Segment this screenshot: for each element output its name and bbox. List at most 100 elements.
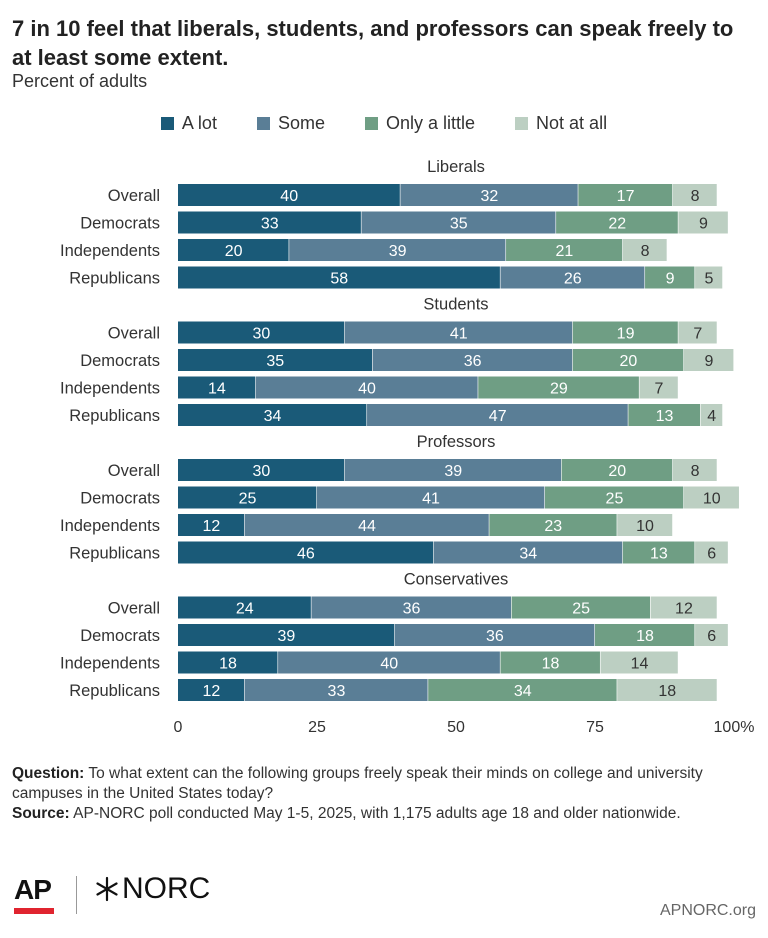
- bar-segment: [600, 651, 678, 674]
- group-title: Liberals: [427, 158, 485, 176]
- data-label: 35: [450, 216, 468, 233]
- data-label: 36: [403, 601, 421, 618]
- legend-label: Some: [277, 112, 325, 133]
- legend-item-not-at-all: Not at all: [515, 113, 607, 134]
- data-label: 20: [225, 243, 243, 260]
- row-label: Independents: [60, 517, 160, 535]
- bar-segment: [372, 349, 573, 371]
- bar-segment: [244, 679, 428, 701]
- bar-segment: [255, 376, 478, 399]
- chart-notes: Question: To what extent can the followi…: [12, 764, 757, 824]
- bar-segment: [317, 486, 545, 509]
- row-label: Overall: [108, 187, 160, 205]
- bar-segment: [178, 349, 372, 371]
- norc-logo-text: NORC: [122, 872, 211, 905]
- bar-segment: [428, 679, 617, 701]
- data-label: 34: [264, 408, 282, 425]
- bar-segment: [367, 404, 628, 426]
- row-label: Overall: [108, 325, 160, 343]
- bar-segment: [178, 596, 311, 619]
- bar-segment: [595, 624, 695, 646]
- bar-segment: [695, 541, 728, 564]
- data-label: 36: [486, 628, 504, 645]
- bar-segment: [178, 404, 367, 426]
- data-label: 18: [636, 628, 654, 645]
- data-label: 30: [253, 326, 271, 343]
- row-label: Overall: [108, 462, 160, 480]
- data-label: 22: [608, 216, 626, 233]
- bar-segment: [178, 541, 434, 564]
- data-label: 10: [636, 518, 654, 535]
- data-label: 44: [358, 518, 376, 535]
- row-label: Republicans: [69, 545, 160, 563]
- legend-label: Not at all: [536, 112, 608, 133]
- data-label: 36: [464, 353, 482, 370]
- legend-swatch: [515, 116, 529, 130]
- bar-segment: [394, 624, 595, 646]
- bar-segment: [617, 679, 717, 701]
- bar-segment: [289, 239, 506, 261]
- bar-segment: [622, 239, 667, 261]
- bar-segment: [178, 376, 256, 399]
- bar-segment: [500, 266, 645, 289]
- bar-segment: [361, 211, 556, 234]
- site-url: APNORC.org: [659, 902, 756, 919]
- bar-segment: [400, 184, 578, 206]
- data-label: 6: [707, 628, 716, 645]
- data-label: 14: [208, 381, 226, 398]
- bar-segment: [178, 651, 278, 674]
- bar-segment: [639, 376, 678, 399]
- question-note: Question: To what extent can the followi…: [12, 764, 757, 804]
- x-tick-label: 25: [308, 719, 326, 736]
- legend-item-a-lot: A lot: [160, 113, 217, 134]
- data-label: 17: [617, 188, 635, 205]
- asterisk-icon: [96, 876, 118, 902]
- data-label: 13: [656, 408, 674, 425]
- row-label: Overall: [108, 600, 160, 618]
- bar-segment: [628, 404, 701, 426]
- bar-segment: [178, 211, 361, 234]
- data-label: 4: [707, 408, 716, 425]
- bar-segment: [433, 541, 623, 564]
- data-label: 20: [608, 463, 626, 480]
- bar-segment: [344, 459, 562, 481]
- data-label: 34: [519, 546, 537, 563]
- bar-segment: [178, 679, 245, 701]
- data-label: 21: [556, 243, 574, 260]
- data-label: 19: [617, 326, 635, 343]
- bar-segment: [572, 321, 678, 344]
- chart-subtitle: Percent of adults: [12, 71, 148, 91]
- ap-logo: AP: [14, 874, 52, 905]
- bar-segment: [617, 514, 673, 536]
- bar-segment: [278, 651, 500, 674]
- row-label: Democrats: [80, 215, 160, 233]
- data-label: 18: [542, 656, 560, 673]
- data-label: 23: [544, 518, 562, 535]
- bar-segment: [506, 239, 623, 261]
- bar-segment: [500, 651, 600, 674]
- row-label: Democrats: [80, 352, 160, 370]
- data-label: 24: [236, 601, 254, 618]
- data-label: 6: [707, 546, 716, 563]
- bar-segment: [683, 349, 734, 371]
- data-label: 41: [422, 491, 440, 508]
- bar-segment: [489, 514, 617, 536]
- data-label: 12: [675, 601, 693, 618]
- bar-segment: [178, 266, 500, 289]
- legend-swatch: [160, 116, 174, 130]
- row-label: Republicans: [69, 682, 160, 700]
- data-label: 39: [444, 463, 462, 480]
- data-label: 34: [514, 683, 532, 700]
- group-title: Conservatives: [404, 571, 509, 589]
- data-label: 35: [266, 353, 284, 370]
- data-label: 26: [564, 271, 582, 288]
- bar-segment: [556, 211, 678, 234]
- x-tick-label: 50: [447, 719, 465, 736]
- group-title: Professors: [417, 433, 496, 451]
- bar-segment: [178, 624, 395, 646]
- data-label: 10: [703, 491, 721, 508]
- data-label: 12: [202, 518, 220, 535]
- data-label: 25: [239, 491, 257, 508]
- bar-segment: [178, 184, 400, 206]
